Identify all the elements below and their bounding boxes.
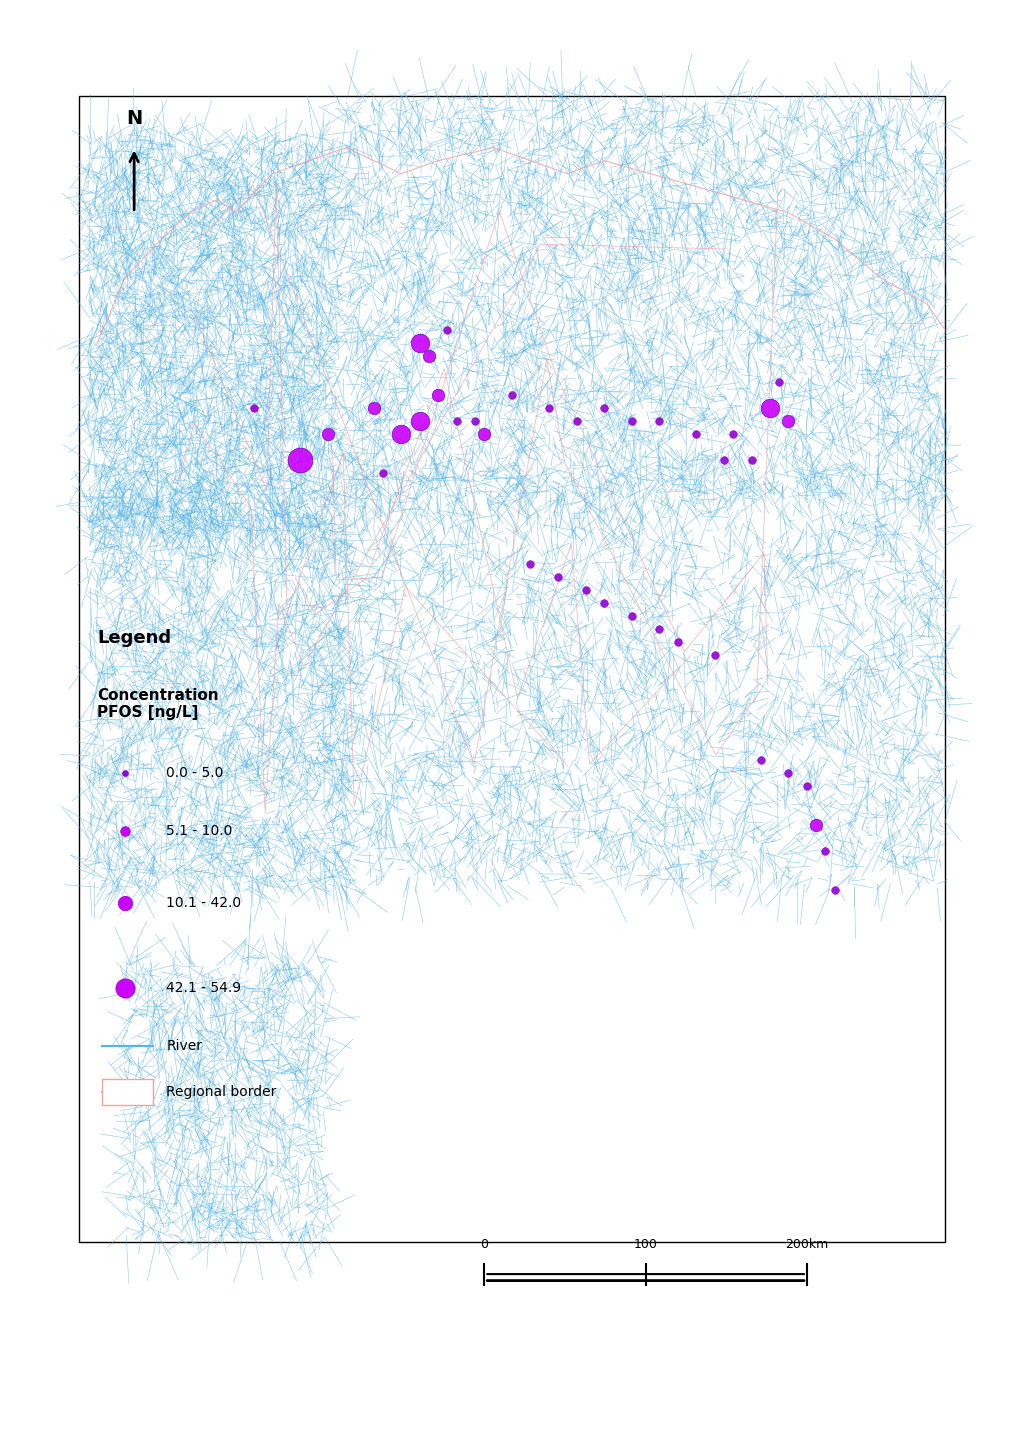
Point	[550, 566, 566, 589]
Text: 42.1 - 54.9: 42.1 - 54.9	[166, 981, 242, 994]
Point	[716, 449, 732, 472]
Point	[578, 579, 594, 602]
Point	[117, 819, 133, 842]
Point	[743, 449, 760, 472]
Point	[366, 396, 382, 420]
Point	[439, 318, 456, 341]
Point	[624, 410, 640, 433]
Point	[476, 423, 493, 446]
Point	[670, 631, 686, 654]
Point	[412, 331, 428, 355]
Point	[393, 423, 410, 446]
Point	[375, 462, 391, 485]
Point	[688, 423, 705, 446]
Point	[596, 396, 612, 420]
Text: 0.0 - 5.0: 0.0 - 5.0	[166, 765, 224, 780]
Point	[596, 592, 612, 615]
Point	[430, 383, 446, 407]
Point	[504, 383, 520, 407]
Point	[753, 748, 769, 771]
Point	[651, 410, 668, 433]
Point	[762, 396, 778, 420]
Point	[117, 891, 133, 915]
Text: River: River	[166, 1039, 203, 1053]
Point	[412, 410, 428, 433]
Point	[117, 975, 133, 998]
Point	[651, 618, 668, 641]
Point	[117, 761, 133, 784]
Point	[817, 839, 834, 862]
Text: N: N	[126, 109, 142, 129]
Point	[568, 410, 585, 433]
Text: 5.1 - 10.0: 5.1 - 10.0	[166, 825, 232, 838]
Point	[707, 644, 723, 667]
Point	[421, 344, 437, 368]
Point	[522, 553, 539, 576]
Point	[808, 813, 824, 836]
Point	[449, 410, 465, 433]
Point	[780, 761, 797, 784]
Point	[246, 396, 262, 420]
Point	[799, 774, 815, 797]
Text: 100: 100	[634, 1237, 657, 1250]
Text: Regional border: Regional border	[166, 1085, 276, 1098]
Text: Legend: Legend	[97, 629, 171, 647]
Point	[467, 410, 483, 433]
Point	[725, 423, 741, 446]
Text: Concentration
PFOS [ng/L]: Concentration PFOS [ng/L]	[97, 689, 219, 721]
Point	[541, 396, 557, 420]
Point	[826, 878, 843, 901]
Point	[780, 410, 797, 433]
Point	[771, 370, 787, 394]
FancyBboxPatch shape	[79, 96, 945, 1242]
Text: 10.1 - 42.0: 10.1 - 42.0	[166, 896, 242, 910]
Text: 200km: 200km	[785, 1237, 828, 1250]
Text: 0: 0	[480, 1237, 488, 1250]
Point	[319, 423, 336, 446]
FancyBboxPatch shape	[102, 1078, 153, 1106]
Point	[292, 449, 308, 472]
Point	[624, 605, 640, 628]
